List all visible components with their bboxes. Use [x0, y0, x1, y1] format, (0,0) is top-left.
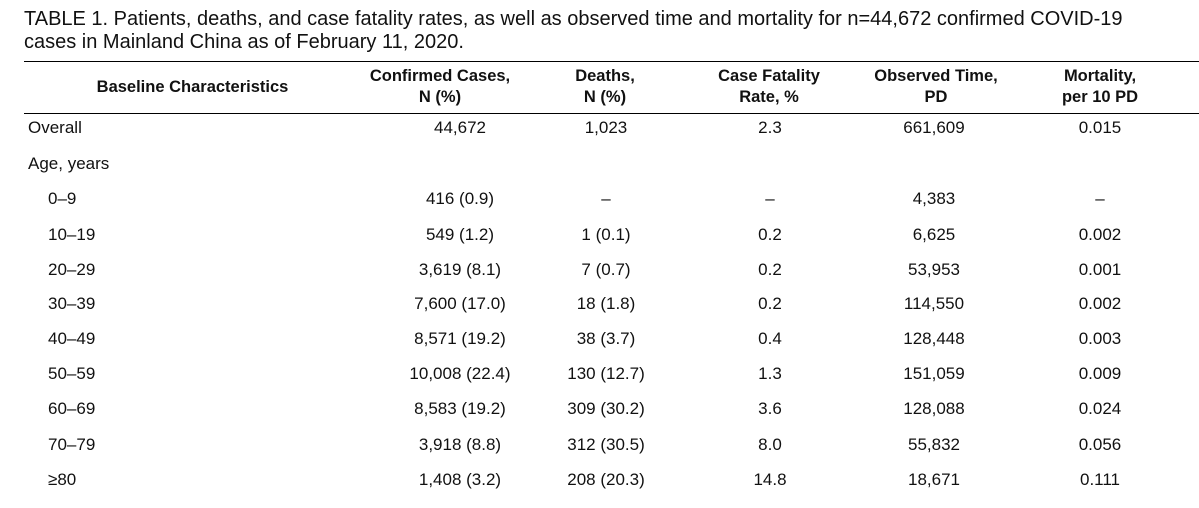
row-label: 30–39 — [48, 294, 96, 313]
header-bottom-rule — [24, 113, 1199, 114]
case-fatality-rate-cell: 1.3 — [758, 364, 782, 383]
deaths-cell: – — [601, 189, 611, 208]
row-label: Overall — [28, 118, 82, 137]
deaths-cell: 312 (30.5) — [567, 435, 645, 454]
table-top-rule — [24, 61, 1199, 62]
mortality-cell: 0.001 — [1078, 260, 1122, 279]
header-case-fatality-rate: Case Fatality Rate, % — [718, 67, 820, 106]
deaths-cell: 208 (20.3) — [567, 470, 645, 489]
mortality-cell: 0.002 — [1078, 225, 1122, 244]
row-label: 40–49 — [48, 329, 96, 348]
observed-time-cell: 4,383 — [912, 189, 956, 208]
caption-line-1: TABLE 1. Patients, deaths, and case fata… — [24, 8, 1123, 30]
header-baseline-characteristics: Baseline Characteristics — [96, 78, 289, 96]
deaths-cell: 7 (0.7) — [581, 260, 631, 279]
observed-time-cell: 128,448 — [903, 329, 965, 348]
case-fatality-rate-cell: – — [765, 189, 775, 208]
header-deaths: Deaths, N (%) — [575, 67, 635, 106]
mortality-cell: 0.056 — [1078, 435, 1122, 454]
mortality-cell: 0.015 — [1078, 118, 1122, 137]
table-caption: TABLE 1. Patients, deaths, and case fata… — [24, 8, 1194, 54]
mortality-cell: 0.003 — [1078, 329, 1122, 348]
confirmed-cases-cell: 1,408 (3.2) — [418, 470, 502, 489]
observed-time-cell: 128,088 — [903, 399, 965, 418]
observed-time-cell: 6,625 — [912, 225, 956, 244]
deaths-cell: 18 (1.8) — [576, 294, 636, 313]
case-fatality-rate-cell: 2.3 — [758, 118, 782, 137]
confirmed-cases-cell: 3,918 (8.8) — [418, 435, 502, 454]
row-label: 0–9 — [48, 189, 77, 208]
header-observed-time: Observed Time, PD — [874, 67, 998, 106]
caption-line-2: cases in Mainland China as of February 1… — [24, 31, 464, 53]
observed-time-cell: 18,671 — [908, 470, 960, 489]
observed-time-cell: 55,832 — [908, 435, 960, 454]
deaths-cell: 130 (12.7) — [567, 364, 645, 383]
row-label: 70–79 — [48, 435, 96, 454]
mortality-cell: 0.009 — [1078, 364, 1122, 383]
case-fatality-rate-cell: 14.8 — [753, 470, 787, 489]
case-fatality-rate-cell: 0.2 — [758, 294, 782, 313]
mortality-cell: 0.111 — [1079, 470, 1121, 489]
deaths-cell: 309 (30.2) — [567, 399, 645, 418]
confirmed-cases-cell: 8,583 (19.2) — [414, 399, 506, 418]
deaths-cell: 38 (3.7) — [576, 329, 636, 348]
observed-time-cell: 661,609 — [903, 118, 965, 137]
row-label: 50–59 — [48, 364, 96, 383]
confirmed-cases-cell: 10,008 (22.4) — [409, 364, 511, 383]
deaths-cell: 1 (0.1) — [581, 225, 631, 244]
mortality-cell: 0.002 — [1078, 294, 1122, 313]
confirmed-cases-cell: 416 (0.9) — [425, 189, 495, 208]
case-fatality-rate-cell: 3.6 — [758, 399, 782, 418]
observed-time-cell: 53,953 — [908, 260, 960, 279]
row-label: 10–19 — [48, 225, 96, 244]
mortality-cell: 0.024 — [1078, 399, 1122, 418]
header-confirmed-cases: Confirmed Cases, N (%) — [369, 67, 511, 106]
confirmed-cases-cell: 3,619 (8.1) — [418, 260, 502, 279]
section-label-age: Age, years — [28, 154, 110, 173]
case-fatality-rate-cell: 0.2 — [758, 260, 782, 279]
observed-time-cell: 151,059 — [903, 364, 965, 383]
confirmed-cases-cell: 549 (1.2) — [425, 225, 495, 244]
row-label: ≥80 — [48, 470, 77, 489]
case-fatality-rate-cell: 8.0 — [758, 435, 782, 454]
case-fatality-rate-cell: 0.2 — [758, 225, 782, 244]
header-mortality: Mortality, per 10 PD — [1061, 67, 1139, 106]
confirmed-cases-cell: 8,571 (19.2) — [414, 329, 506, 348]
deaths-cell: 1,023 — [584, 118, 628, 137]
mortality-cell: – — [1095, 189, 1105, 208]
row-label: 20–29 — [48, 260, 96, 279]
case-fatality-rate-cell: 0.4 — [758, 329, 782, 348]
confirmed-cases-cell: 7,600 (17.0) — [414, 294, 506, 313]
observed-time-cell: 114,550 — [903, 294, 965, 313]
row-label: 60–69 — [48, 399, 96, 418]
confirmed-cases-cell: 44,672 — [434, 118, 486, 137]
